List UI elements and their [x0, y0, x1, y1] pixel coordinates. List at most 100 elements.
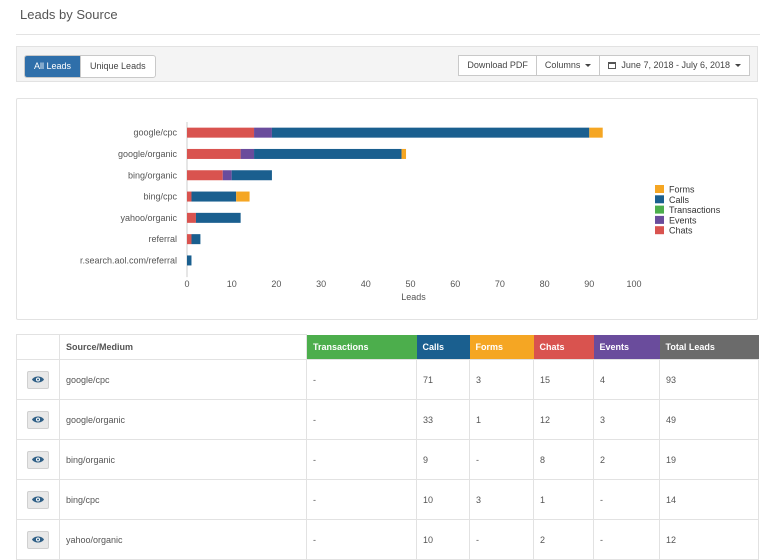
bar-chats[interactable]	[187, 212, 196, 223]
leads-chart-panel: google/cpc google/organic bing/organic bing…	[16, 98, 758, 320]
bar-events[interactable]	[222, 170, 232, 181]
leads-table-container: Source/Medium Transactions Calls Forms C…	[16, 334, 759, 560]
cell-calls: 10	[416, 479, 470, 520]
cell-chats: 15	[533, 359, 594, 400]
x-tick-label: 20	[271, 279, 281, 289]
cell-total: 93	[659, 359, 759, 400]
table-row: google/cpc -71 3 15 4 93	[16, 359, 759, 400]
cell-events: -	[593, 479, 660, 520]
columns-dropdown[interactable]: Columns	[535, 55, 601, 76]
bar-events[interactable]	[240, 148, 255, 159]
y-tick-label: referral	[148, 234, 177, 244]
view-details-button[interactable]	[27, 450, 49, 469]
table-header-row: Source/Medium Transactions Calls Forms C…	[16, 334, 759, 360]
legend-label-transactions[interactable]: Transactions	[669, 205, 721, 215]
view-column-header	[16, 334, 60, 360]
column-header-calls[interactable]: Calls	[416, 334, 470, 360]
bar-chats[interactable]	[187, 234, 192, 245]
legend-label-chats[interactable]: Chats	[669, 226, 693, 236]
bar-calls[interactable]	[191, 191, 237, 202]
download-pdf-button[interactable]: Download PDF	[458, 55, 537, 76]
bar-chats[interactable]	[187, 191, 192, 202]
cell-total: 19	[659, 439, 759, 480]
column-header-total-leads[interactable]: Total Leads	[659, 334, 759, 360]
cell-chats: 2	[533, 519, 594, 560]
cell-chats: 8	[533, 439, 594, 480]
cell-calls: 9	[416, 439, 470, 480]
bar-calls[interactable]	[254, 148, 402, 159]
x-tick-label: 70	[495, 279, 505, 289]
bar-calls[interactable]	[187, 255, 192, 266]
eye-icon	[32, 376, 44, 382]
cell-transactions: -	[306, 399, 417, 440]
bar-forms[interactable]	[401, 148, 407, 159]
bar-calls[interactable]	[195, 212, 241, 223]
y-tick-label: bing/organic	[128, 170, 178, 180]
column-header-chats[interactable]: Chats	[533, 334, 594, 360]
page-title: Leads by Source	[20, 7, 118, 22]
bar-chats[interactable]	[187, 170, 223, 181]
bar-calls[interactable]	[231, 170, 272, 181]
column-header-forms[interactable]: Forms	[469, 334, 534, 360]
cell-calls: 33	[416, 399, 470, 440]
view-details-button[interactable]	[27, 370, 49, 389]
leads-table: Source/Medium Transactions Calls Forms C…	[16, 334, 759, 560]
unique-leads-button[interactable]: Unique Leads	[80, 56, 155, 77]
column-header-source[interactable]: Source/Medium	[59, 334, 307, 360]
toolbar-actions: Download PDF Columns June 7, 2018 - July…	[458, 55, 750, 76]
cell-events: 4	[593, 359, 660, 400]
cell-total: 12	[659, 519, 759, 560]
legend-label-forms[interactable]: Forms	[669, 185, 695, 195]
bar-chats[interactable]	[187, 148, 241, 159]
title-divider	[16, 34, 760, 35]
cell-source: bing/cpc	[59, 479, 307, 520]
calendar-icon	[608, 62, 617, 69]
y-tick-label: google/cpc	[133, 128, 177, 138]
all-leads-button[interactable]: All Leads	[25, 56, 81, 77]
bar-forms[interactable]	[236, 191, 250, 202]
cell-transactions: -	[306, 359, 417, 400]
x-tick-label: 90	[584, 279, 594, 289]
date-range-label: June 7, 2018 - July 6, 2018	[621, 60, 730, 70]
legend-label-calls[interactable]: Calls	[669, 195, 690, 205]
x-tick-label: 50	[405, 279, 415, 289]
eye-icon	[32, 456, 44, 462]
bar-forms[interactable]	[589, 127, 603, 138]
legend-label-events[interactable]: Events	[669, 215, 697, 225]
bar-events[interactable]	[254, 127, 272, 138]
date-range-picker[interactable]: June 7, 2018 - July 6, 2018	[599, 55, 750, 76]
eye-icon	[32, 416, 44, 422]
view-cell	[16, 359, 60, 400]
view-details-button[interactable]	[27, 530, 49, 549]
y-tick-label: google/organic	[118, 149, 178, 159]
table-row: yahoo/organic -10-2-12	[16, 519, 759, 560]
cell-chats: 12	[533, 399, 594, 440]
legend-swatch-chats	[655, 226, 664, 235]
cell-chats: 1	[533, 479, 594, 520]
bar-calls[interactable]	[271, 127, 590, 138]
view-details-button[interactable]	[27, 410, 49, 429]
cell-events: 2	[593, 439, 660, 480]
x-tick-label: 100	[626, 279, 641, 289]
x-tick-label: 80	[540, 279, 550, 289]
x-tick-label: 60	[450, 279, 460, 289]
x-axis-label: Leads	[401, 292, 426, 302]
x-tick-label: 40	[361, 279, 371, 289]
cell-forms: 1	[469, 399, 534, 440]
column-header-transactions[interactable]: Transactions	[306, 334, 417, 360]
bar-calls[interactable]	[191, 234, 201, 245]
columns-label: Columns	[544, 60, 581, 70]
view-cell	[16, 519, 60, 560]
bar-chats[interactable]	[187, 127, 255, 138]
cell-total: 49	[659, 399, 759, 440]
view-cell	[16, 439, 60, 480]
view-details-button[interactable]	[27, 490, 49, 509]
view-cell	[16, 399, 60, 440]
legend-swatch-calls	[655, 195, 664, 204]
eye-icon	[32, 496, 44, 502]
cell-calls: 71	[416, 359, 470, 400]
column-header-events[interactable]: Events	[593, 334, 660, 360]
x-tick-label: 10	[227, 279, 237, 289]
x-tick-label: 0	[184, 279, 189, 289]
cell-events: -	[593, 519, 660, 560]
